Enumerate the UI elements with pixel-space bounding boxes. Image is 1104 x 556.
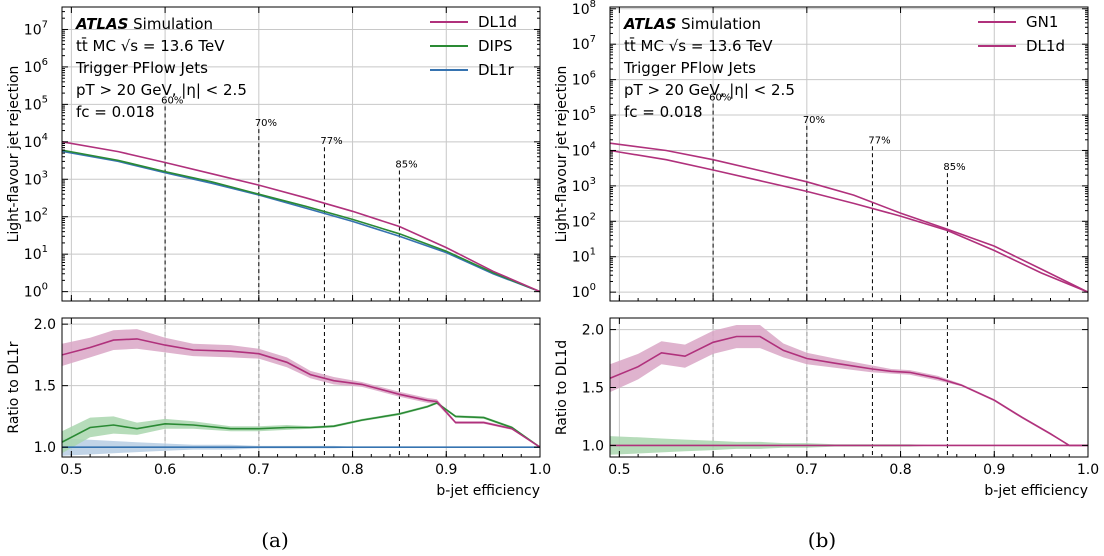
y-tick-label: 101 [24,244,48,263]
ratio-line-gn1 [610,335,1088,447]
info-line: fc = 0.018 [76,103,155,121]
x-tick-label: 0.7 [796,462,818,478]
legend-label-dl1r: DL1r [478,61,514,79]
legend: GN1 DL1d [978,13,1065,55]
ratio-frame [61,317,541,458]
y-tick-label: 103 [24,169,48,188]
series-line-dips [62,149,540,293]
y-tick-label: 2.0 [582,323,604,339]
y-tick-label: 108 [572,0,596,18]
ratio-line-dl1d [62,338,540,448]
working-point-label: 60% [161,96,183,107]
y-tick-label: 104 [572,140,596,159]
working-point-label: 77% [868,135,890,146]
x-axis-label: b-jet efficiency [984,483,1088,499]
x-tick-label: 1.0 [1077,462,1099,478]
x-tick-label: 0.5 [60,462,82,478]
info-line: tt̄ MC √s = 13.6 TeV [76,36,225,55]
info-line: pT > 20 GeV, |η| < 2.5 [76,81,247,99]
y-tick-label: 100 [24,282,48,301]
y-tick-label: 1.0 [34,440,56,456]
y-tick-label: 104 [24,132,48,151]
y-tick-label: 1.5 [582,381,604,397]
x-axis-label: b-jet efficiency [436,483,540,499]
legend: DL1d DIPS DL1r [430,13,517,79]
legend-label-dl1d: DL1d [1026,37,1065,55]
y-tick-label: 106 [572,70,596,89]
x-tick-label: 0.8 [889,462,911,478]
y-tick-label: 100 [572,282,596,301]
series-line-dl1d [610,149,1088,293]
y-axis-label: Light-flavour jet rejection [6,66,22,243]
x-tick-label: 0.8 [341,462,363,478]
y-tick-label: 102 [572,211,596,230]
y-tick-label: 105 [24,94,48,113]
y-tick-label: 105 [572,105,596,124]
caption-b: (b) [807,528,837,552]
atlas-label-block: ATLAS Simulation tt̄ MC √s = 13.6 TeV Trig… [623,15,795,121]
y-axis-label: Light-flavour jet rejection [554,66,570,243]
x-tick-label: 0.7 [248,462,270,478]
y-tick-label: 106 [24,57,48,76]
working-point-label: 85% [943,162,965,173]
y-tick-label: 107 [572,34,596,53]
atlas-label: ATLAS Simulation [623,15,761,33]
y-tick-label: 101 [572,247,596,266]
x-tick-label: 0.6 [702,462,724,478]
y-tick-label: 1.0 [582,438,604,454]
ratio-y-axis-label: Ratio to DL1r [6,341,22,433]
atlas-label-block: ATLAS Simulation tt̄ MC √s = 13.6 TeV Trig… [75,15,247,121]
main-plot: 60% 70% 77% 85% 100 101 102 103 104 105 106 107 108 L… [554,0,1089,302]
info-line: pT > 20 GeV, |η| < 2.5 [624,81,795,99]
y-tick-label: 2.0 [34,317,56,333]
x-tick-label: 0.6 [154,462,176,478]
chart-panel-b: 60% 70% 77% 85% 100 101 102 103 104 105 106 107 108 L… [554,0,1099,499]
working-point-label: 77% [320,136,342,147]
chart-panel-a: 60% 70% 77% 85% 100 101 102 103 104 105 106 107 Ligh… [6,6,551,499]
ratio-band-gn1 [610,325,1088,446]
working-point-label: 70% [255,118,277,129]
ratio-plot: 1.0 1.5 2.0 0.5 0.6 0.7 0.8 0.9 1.0 Ratio to DL1d… [554,298,1099,499]
main-frame [61,6,541,302]
working-point-label: 60% [709,93,731,104]
working-point-label: 70% [803,115,825,126]
y-tick-label: 1.5 [34,379,56,395]
info-line: tt̄ MC √s = 13.6 TeV [624,36,773,55]
info-line: Trigger PFlow Jets [623,59,756,77]
series-line-dl1d [62,141,540,293]
info-line: Trigger PFlow Jets [75,59,208,77]
legend-label-dips: DIPS [478,37,513,55]
ratio-line-dips [62,401,540,448]
y-tick-label: 102 [24,207,48,226]
x-tick-label: 0.5 [608,462,630,478]
atlas-label: ATLAS Simulation [75,15,213,33]
main-plot: 60% 70% 77% 85% 100 101 102 103 104 105 106 107 Ligh… [6,6,541,302]
ratio-plot: 1.0 1.5 2.0 0.5 0.6 0.7 0.8 0.9 1.0 Ratio to DL1r… [6,298,551,499]
series-line-gn1 [610,142,1088,293]
y-tick-label: 107 [24,19,48,38]
caption-a: (a) [261,528,289,552]
legend-label-gn1: GN1 [1026,13,1058,31]
ratio-y-axis-label: Ratio to DL1d [554,340,570,435]
x-tick-label: 0.9 [983,462,1005,478]
y-tick-label: 103 [572,176,596,195]
info-line: fc = 0.018 [624,103,703,121]
legend-label-dl1d: DL1d [478,13,517,31]
x-tick-label: 0.9 [435,462,457,478]
working-point-label: 85% [395,159,417,170]
series-line-dl1r [62,150,540,293]
x-tick-label: 1.0 [529,462,551,478]
